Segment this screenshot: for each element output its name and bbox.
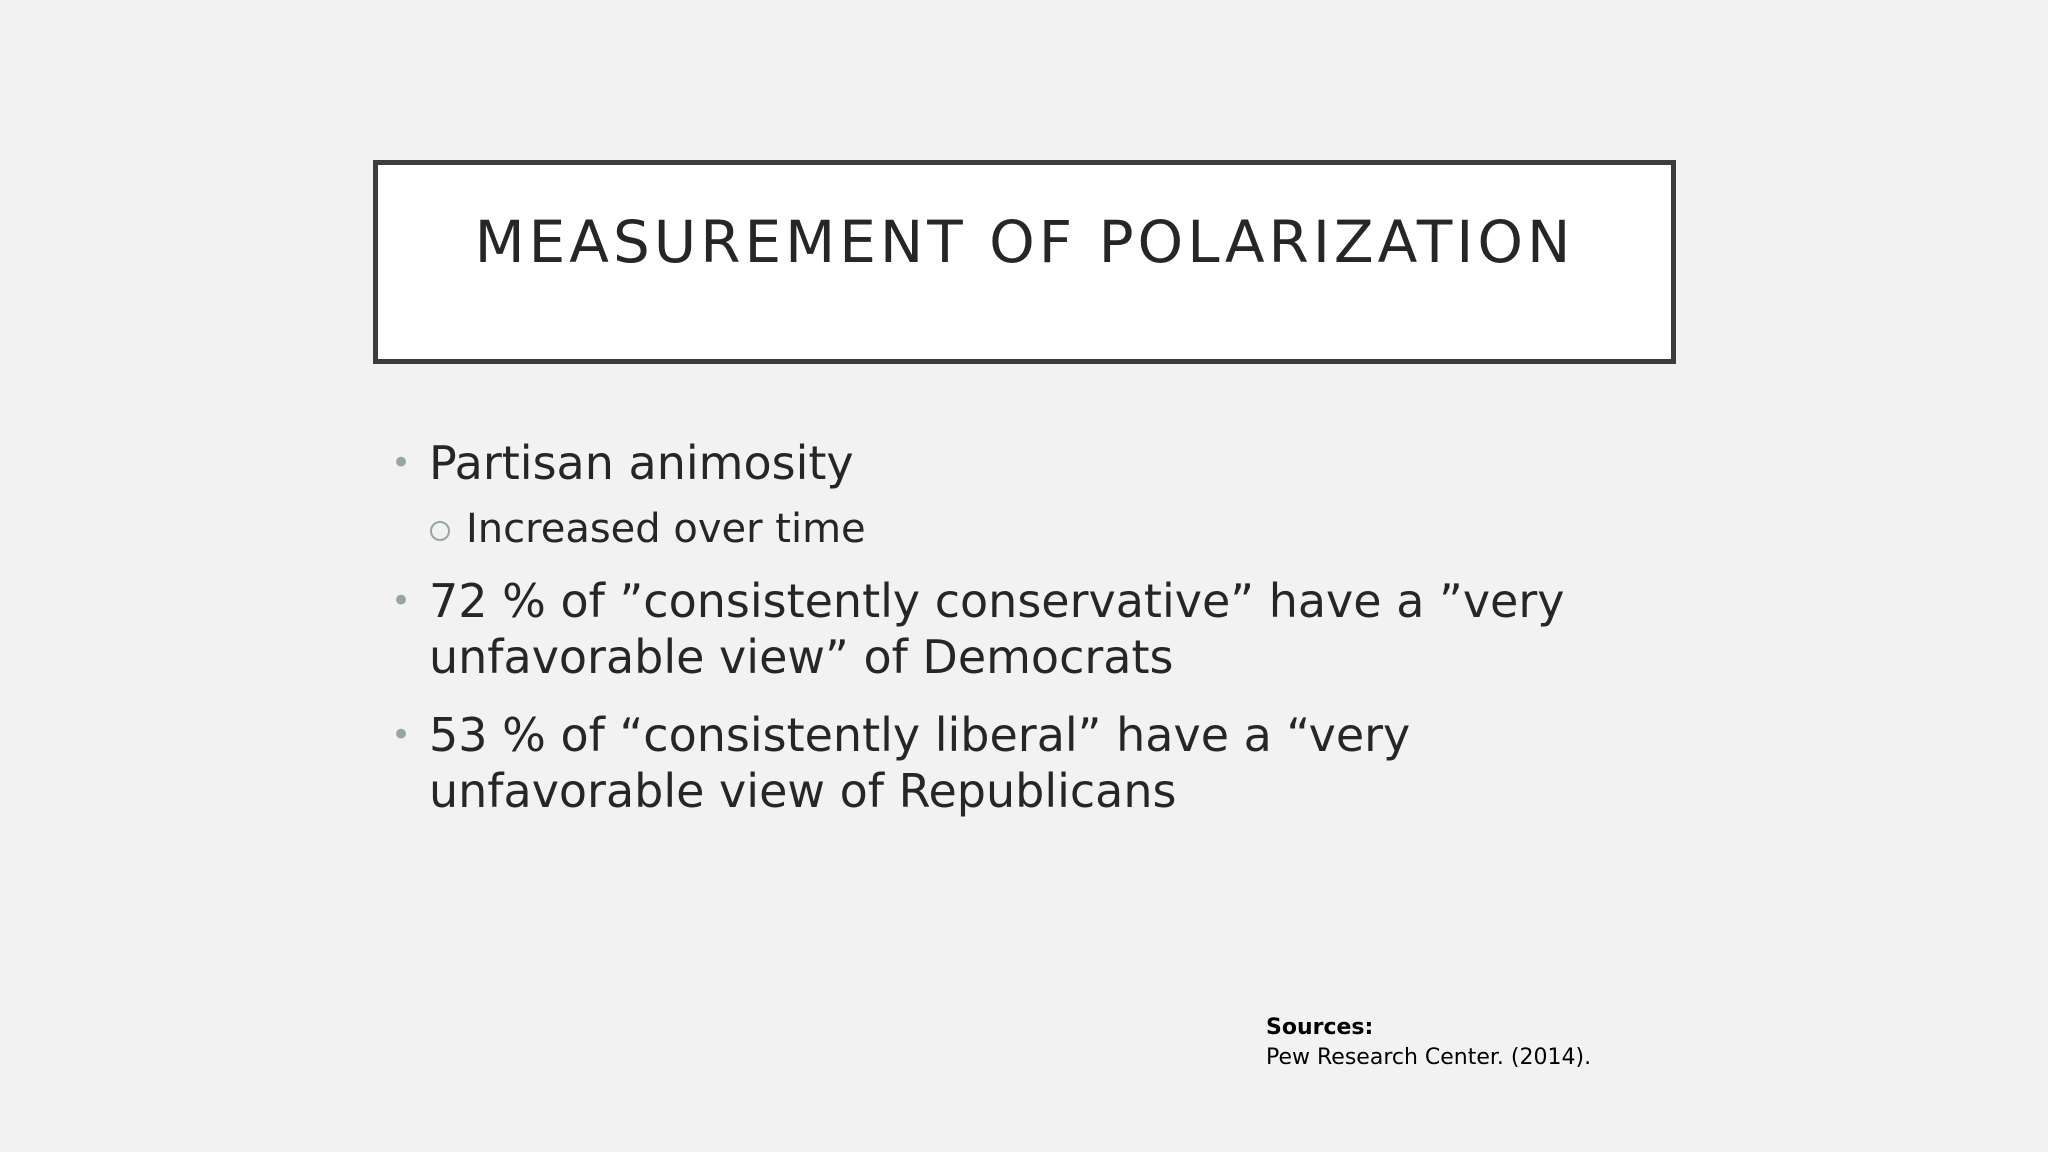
bullet-ring-icon bbox=[430, 521, 450, 541]
sources-label: Sources: bbox=[1266, 1015, 1374, 1040]
bullet-dot-icon: • bbox=[391, 581, 412, 621]
title-box: MEASUREMENT OF POLARIZATION bbox=[373, 160, 1676, 364]
slide-title: MEASUREMENT OF POLARIZATION bbox=[474, 208, 1575, 276]
bullet-item: • 53 % of “consistently liberal” have a … bbox=[385, 707, 1685, 819]
sub-bullet-text: Increased over time bbox=[466, 506, 866, 552]
sources-note: Sources: Pew Research Center. (2014). bbox=[1266, 1013, 1591, 1073]
bullet-text: Partisan animosity bbox=[429, 436, 854, 490]
bullet-dot-icon: • bbox=[391, 715, 412, 755]
bullet-item: • Partisan animosity bbox=[385, 435, 1685, 491]
sources-citation: Pew Research Center. (2014). bbox=[1266, 1045, 1592, 1070]
bullet-dot-icon: • bbox=[391, 443, 412, 483]
bullet-list: • Partisan animosity Increased over time… bbox=[385, 435, 1685, 841]
bullet-text: 53 % of “consistently liberal” have a “v… bbox=[429, 708, 1411, 818]
bullet-text: 72 % of ”consistently conservative” have… bbox=[429, 574, 1565, 684]
sub-bullet-item: Increased over time bbox=[385, 503, 1685, 555]
bullet-item: • 72 % of ”consistently conservative” ha… bbox=[385, 573, 1685, 685]
